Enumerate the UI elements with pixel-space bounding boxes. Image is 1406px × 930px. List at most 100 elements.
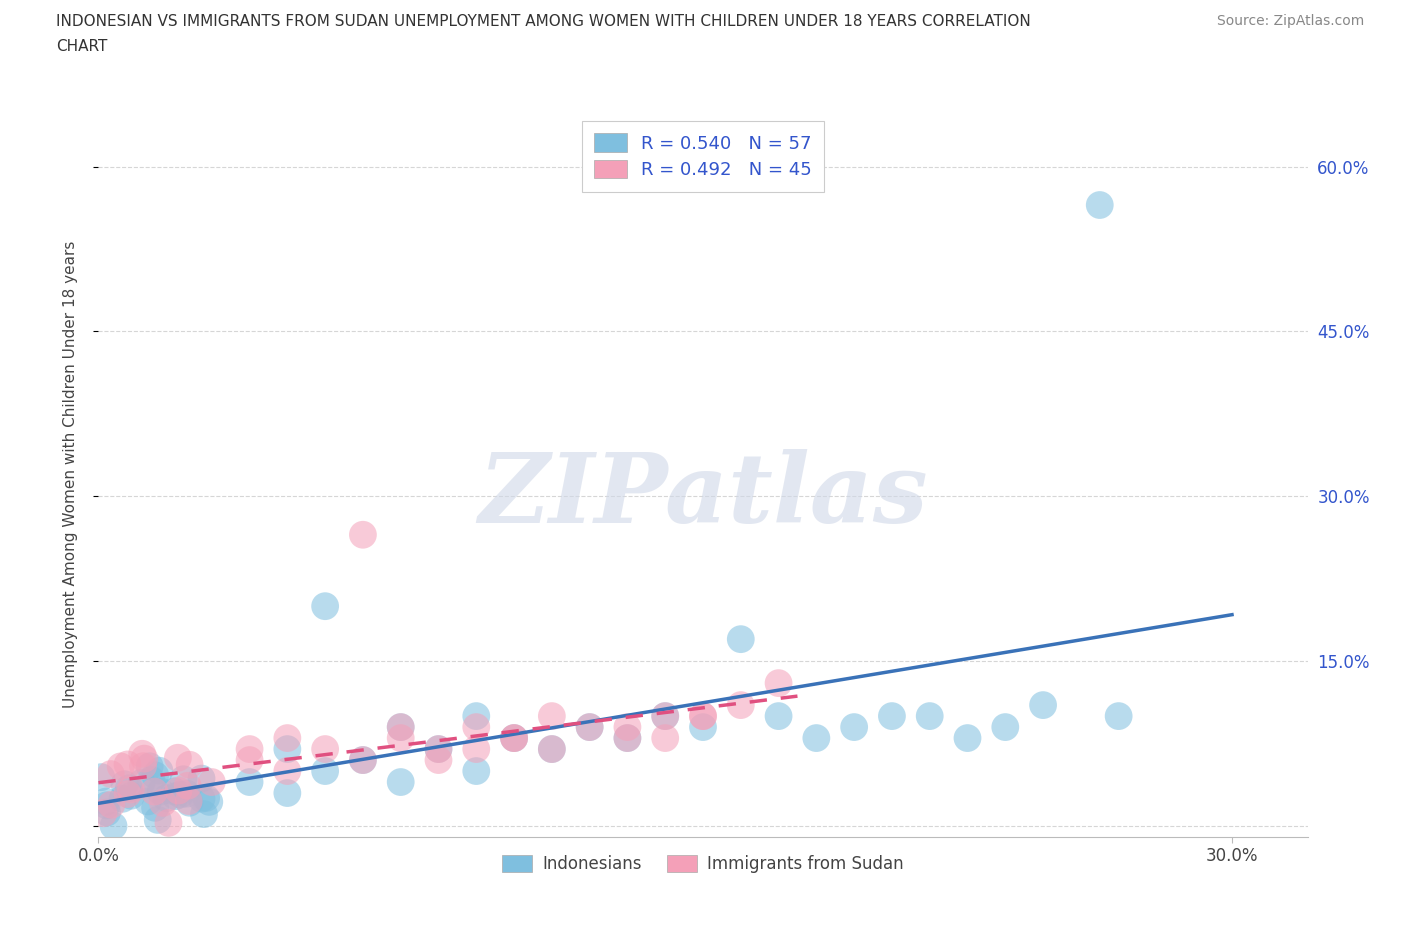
Point <box>169 787 191 802</box>
Point <box>134 751 156 766</box>
Point <box>152 795 174 810</box>
Point <box>692 709 714 724</box>
Point <box>118 781 141 796</box>
Point <box>540 709 562 724</box>
Point <box>1032 698 1054 712</box>
Point <box>110 759 132 774</box>
Point <box>314 764 336 778</box>
Point <box>427 752 450 767</box>
Point <box>956 731 979 746</box>
Text: ZIPatlas: ZIPatlas <box>478 449 928 543</box>
Point <box>190 791 212 806</box>
Point <box>465 720 488 735</box>
Point <box>141 773 163 788</box>
Point <box>131 746 153 761</box>
Point <box>100 797 122 812</box>
Point <box>578 720 600 735</box>
Point <box>114 777 136 791</box>
Point <box>176 786 198 801</box>
Point <box>389 775 412 790</box>
Point <box>190 771 212 786</box>
Point <box>465 709 488 724</box>
Point <box>176 778 198 793</box>
Point <box>768 709 790 724</box>
Point <box>352 527 374 542</box>
Point <box>94 794 117 809</box>
Point <box>167 751 190 765</box>
Point <box>276 731 298 746</box>
Point <box>132 759 155 774</box>
Point <box>157 816 180 830</box>
Point <box>1108 709 1130 724</box>
Point <box>90 770 112 785</box>
Point <box>994 720 1017 735</box>
Point <box>111 791 134 806</box>
Point <box>918 709 941 724</box>
Point <box>276 786 298 801</box>
Text: Source: ZipAtlas.com: Source: ZipAtlas.com <box>1216 14 1364 28</box>
Point <box>844 720 866 735</box>
Point <box>136 794 159 809</box>
Point <box>616 731 638 746</box>
Point <box>880 709 903 724</box>
Point <box>100 766 122 781</box>
Point <box>103 818 125 833</box>
Point <box>96 798 118 813</box>
Point <box>654 709 676 724</box>
Point <box>427 741 450 756</box>
Point <box>138 759 160 774</box>
Point <box>177 793 200 808</box>
Point <box>93 805 115 820</box>
Point <box>692 709 714 724</box>
Point <box>1088 197 1111 212</box>
Point <box>389 720 412 735</box>
Point <box>179 795 201 810</box>
Point <box>578 720 600 735</box>
Point <box>314 741 336 756</box>
Point <box>540 741 562 756</box>
Point <box>198 794 221 809</box>
Point <box>654 731 676 746</box>
Point <box>692 720 714 735</box>
Point <box>146 813 169 828</box>
Point <box>616 720 638 735</box>
Point <box>239 775 262 790</box>
Point <box>239 752 262 767</box>
Point <box>540 741 562 756</box>
Point <box>117 757 139 772</box>
Point <box>201 775 224 790</box>
Point <box>389 720 412 735</box>
Point <box>148 764 170 778</box>
Point <box>389 731 412 746</box>
Point <box>768 676 790 691</box>
Point <box>117 787 139 802</box>
Point <box>806 731 828 746</box>
Point <box>155 790 177 805</box>
Point <box>120 782 142 797</box>
Point <box>120 789 142 804</box>
Point <box>427 741 450 756</box>
Point <box>167 783 190 798</box>
Point <box>465 741 488 756</box>
Point <box>195 790 218 805</box>
Point <box>276 741 298 756</box>
Point <box>616 731 638 746</box>
Point <box>730 631 752 646</box>
Point <box>193 806 215 821</box>
Text: INDONESIAN VS IMMIGRANTS FROM SUDAN UNEMPLOYMENT AMONG WOMEN WITH CHILDREN UNDER: INDONESIAN VS IMMIGRANTS FROM SUDAN UNEM… <box>56 14 1031 29</box>
Point <box>143 784 166 799</box>
Point <box>179 757 201 772</box>
Point <box>465 764 488 778</box>
Point <box>503 731 526 746</box>
Point <box>173 772 195 787</box>
Point <box>239 741 262 756</box>
Point <box>131 776 153 790</box>
Point <box>276 764 298 778</box>
Point <box>165 789 187 804</box>
Point <box>143 768 166 783</box>
Text: CHART: CHART <box>56 39 108 54</box>
Point <box>314 599 336 614</box>
Point <box>96 805 118 820</box>
Point <box>352 752 374 767</box>
Legend: Indonesians, Immigrants from Sudan: Indonesians, Immigrants from Sudan <box>496 848 910 880</box>
